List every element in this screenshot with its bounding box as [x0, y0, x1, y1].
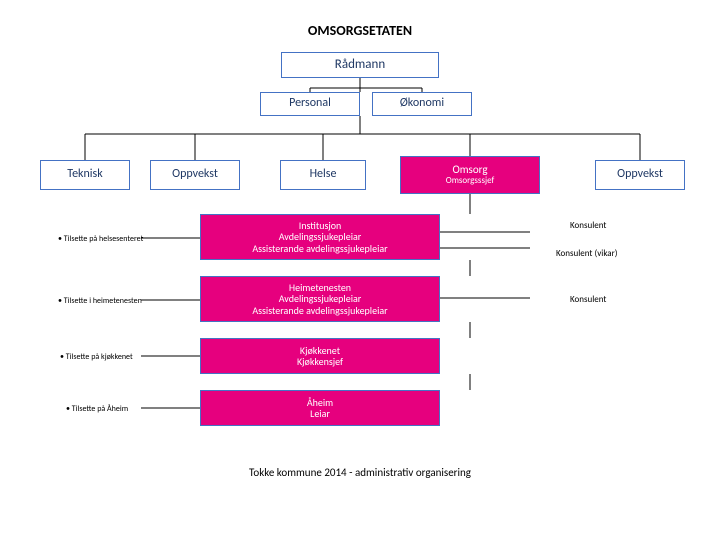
bullet-aheim: • Tilsette på Åheim	[66, 404, 128, 414]
label-konsulent-vikar: Konsulent (vikar)	[556, 248, 617, 259]
box-radmann-label: Rådmann	[335, 58, 385, 73]
footer-text: Tokke kommune 2014 - administrativ organ…	[0, 466, 720, 479]
box-teknisk-label: Teknisk	[67, 168, 102, 182]
box-heimetenesten-l3: Assisterande avdelingssjukepleiar	[252, 305, 387, 317]
box-teknisk: Teknisk	[40, 160, 130, 190]
bullet-heimetenesten: • Tilsette i heimetenesten	[58, 296, 142, 306]
connector-lines	[0, 0, 720, 540]
box-oppvekst-1-label: Oppvekst	[172, 168, 218, 182]
box-oppvekst-1: Oppvekst	[150, 160, 240, 190]
box-aheim: Åheim Leiar	[200, 390, 440, 426]
box-personal-label: Personal	[289, 97, 331, 111]
page-title: OMSORGSETATEN	[0, 22, 720, 39]
box-kjokkenet: Kjøkkenet Kjøkkensjef	[200, 338, 440, 374]
box-oppvekst-2-label: Oppvekst	[617, 168, 663, 182]
box-institusjon-l3: Assisterande avdelingssjukepleiar	[252, 243, 387, 255]
bullet-kjokkenet: • Tilsette på kjøkkenet	[60, 352, 133, 362]
bullet-helsesenteret: • Tilsette på helsesenteret	[58, 234, 143, 244]
box-heimetenesten: Heimetenesten Avdelingssjukepleiar Assis…	[200, 276, 440, 322]
box-okonomi-label: Økonomi	[400, 97, 444, 111]
box-kjokkenet-l2: Kjøkkensjef	[297, 356, 343, 368]
label-konsulent: Konsulent	[570, 220, 606, 231]
box-oppvekst-2: Oppvekst	[595, 160, 685, 190]
box-radmann: Rådmann	[281, 52, 439, 78]
box-helse: Helse	[280, 160, 366, 190]
box-omsorg-subtitle: Omsorgsssjef	[446, 176, 495, 186]
box-institusjon: Institusjon Avdelingssjukepleiar Assiste…	[200, 214, 440, 260]
box-aheim-l2: Leiar	[310, 408, 330, 420]
box-omsorg: Omsorg Omsorgsssjef	[400, 156, 540, 194]
box-personal: Personal	[260, 92, 360, 116]
box-helse-label: Helse	[310, 168, 337, 182]
box-okonomi: Økonomi	[372, 92, 472, 116]
label-konsulent-2: Konsulent	[570, 294, 606, 305]
